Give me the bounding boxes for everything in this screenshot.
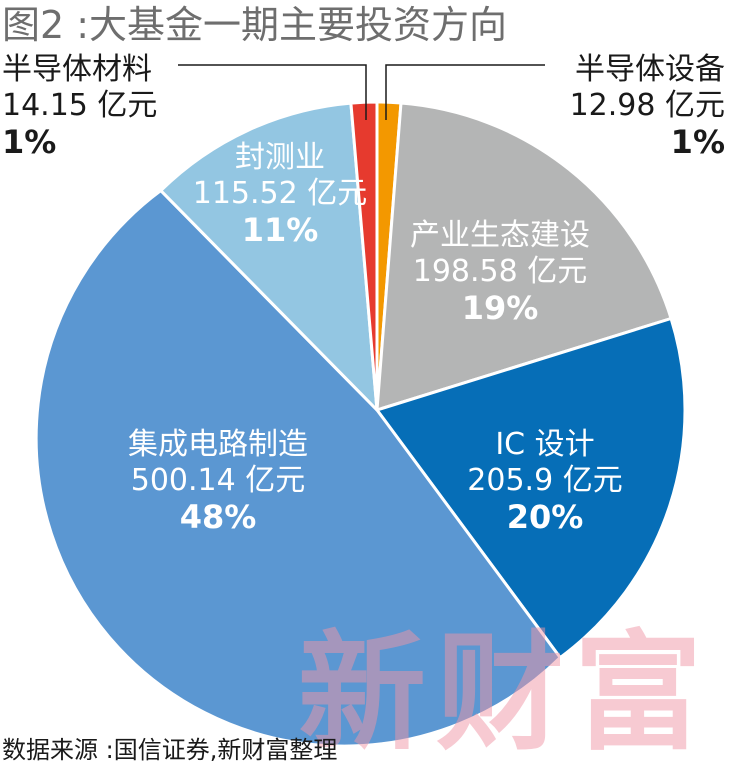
leader-line-equipment: [385, 64, 545, 120]
label-name: IC 设计: [495, 427, 595, 462]
label-value: 12.98 亿元: [569, 88, 725, 123]
slice-semi-materials: [349, 100, 379, 412]
label-packaging-testing: 封测业 115.52 亿元 11%: [190, 140, 370, 248]
slice-packaging-testing: [159, 101, 379, 412]
label-name: 半导体设备: [575, 52, 725, 87]
label-pct: 1%: [2, 123, 57, 161]
slice-ecosystem: [375, 101, 673, 412]
chart-title: 图2 :大基金一期主要投资方向: [2, 3, 508, 47]
slice-ic-design: [375, 317, 687, 660]
label-name: 集成电路制造: [128, 427, 308, 462]
label-name: 产业生态建设: [410, 218, 590, 253]
source-note: 数据来源 :国信证券,新财富整理: [2, 736, 338, 764]
label-ecosystem: 产业生态建设 198.58 亿元 19%: [395, 218, 605, 326]
label-ic-manufacturing: 集成电路制造 500.14 亿元 48%: [108, 427, 328, 535]
watermark: 新财富: [298, 618, 713, 768]
leader-line-materials: [178, 64, 367, 120]
label-name: 半导体材料: [2, 52, 152, 87]
label-pct: 48%: [179, 498, 257, 536]
label-pct: 20%: [506, 498, 584, 536]
label-semi-equipment: 半导体设备 12.98 亿元 1%: [570, 52, 725, 160]
slice-ic-manufacturing: [34, 189, 562, 748]
label-value: 500.14 亿元: [130, 463, 306, 498]
label-value: 198.58 亿元: [412, 254, 588, 289]
label-pct: 11%: [241, 211, 319, 249]
label-name: 封测业: [235, 140, 325, 175]
label-ic-design: IC 设计 205.9 亿元 20%: [460, 427, 630, 535]
label-semi-materials: 半导体材料 14.15 亿元 1%: [2, 52, 157, 160]
label-pct: 1%: [670, 123, 725, 161]
label-value: 205.9 亿元: [467, 463, 623, 498]
label-value: 115.52 亿元: [192, 176, 368, 211]
label-value: 14.15 亿元: [2, 88, 158, 123]
label-pct: 19%: [461, 289, 539, 327]
